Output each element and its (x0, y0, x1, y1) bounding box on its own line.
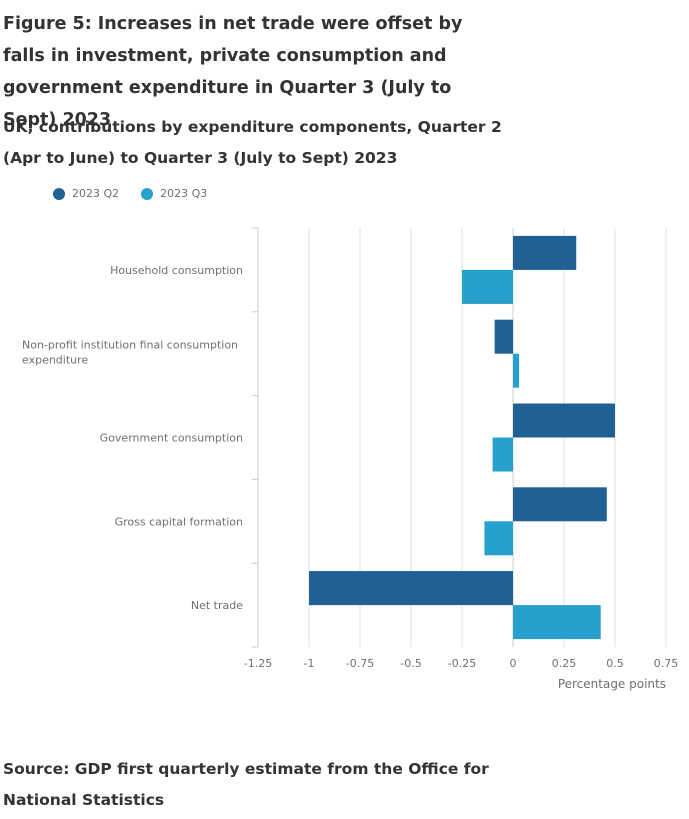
bar-chart: -1.25 -1 -0.75 -0.5 -0.25 0 0.25 0.5 0.75 Househo… (22, 227, 679, 691)
bar-2023-q3 (513, 353, 520, 388)
x-tick-label: 0.5 (606, 657, 624, 670)
bar-2023-q2 (513, 235, 577, 270)
legend-item-q3[interactable]: 2023 Q3 (141, 187, 207, 200)
bar-2023-q3 (513, 605, 601, 640)
legend-swatch-q3 (141, 187, 154, 200)
x-tick-label: -0.25 (448, 657, 476, 670)
legend-label-q2: 2023 Q2 (72, 187, 120, 200)
category-label: Non-profit institution final consumption… (22, 339, 238, 367)
category-label: Net trade (191, 599, 243, 612)
bar-2023-q3 (484, 521, 513, 556)
x-tick-label: 0.75 (654, 657, 679, 670)
chart-subtitle: UK, contributions by expenditure compone… (3, 118, 502, 167)
x-axis-label: Percentage points (558, 677, 666, 691)
category-label: Government consumption (100, 432, 243, 445)
category-label: Household consumption (110, 264, 243, 277)
bar-2023-q2 (309, 571, 513, 606)
x-tick-label: 0.25 (552, 657, 577, 670)
source-note: Source: GDP first quarterly estimate fro… (3, 760, 489, 809)
x-tick-label: -0.5 (400, 657, 421, 670)
bar-2023-q2 (494, 319, 513, 354)
bar-2023-q2 (513, 487, 607, 522)
legend-label-q3: 2023 Q3 (160, 187, 208, 200)
category-label: Gross capital formation (115, 515, 243, 528)
legend-swatch-q2 (53, 187, 65, 200)
bar-2023-q2 (513, 403, 615, 438)
x-tick-label: -1 (304, 657, 315, 670)
bar-2023-q3 (492, 437, 513, 472)
legend-item-q2[interactable]: 2023 Q2 (53, 187, 119, 200)
x-tick-label: -1.25 (244, 657, 272, 670)
bar-2023-q3 (462, 269, 513, 304)
x-tick-label: -0.75 (346, 657, 374, 670)
legend: 2023 Q2 2023 Q3 (53, 187, 207, 200)
chart-title: Figure 5: Increases in net trade were of… (3, 14, 463, 130)
x-tick-label: 0 (510, 657, 517, 670)
